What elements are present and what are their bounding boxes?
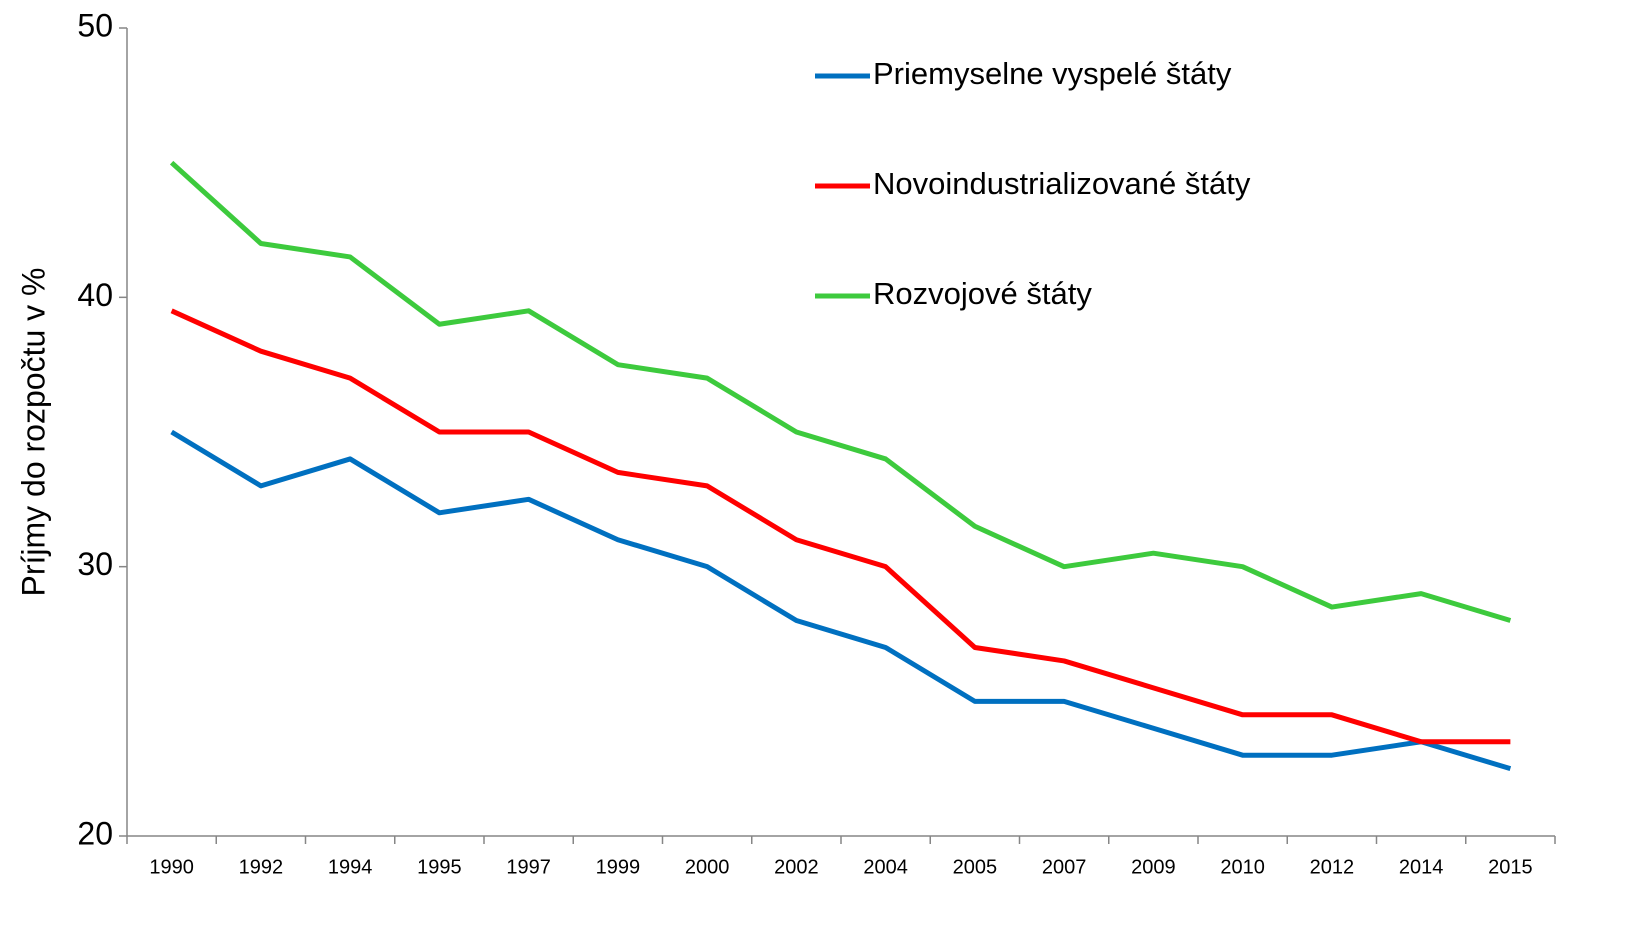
x-tick-label: 2012 (1310, 856, 1355, 878)
x-tick-label: 2004 (863, 856, 908, 878)
x-tick-label: 1990 (149, 856, 194, 878)
x-tick-label: 2015 (1488, 856, 1533, 878)
legend-label: Rozvojové štáty (873, 276, 1092, 311)
series-line (170, 429, 1512, 772)
x-tick-label: 1994 (328, 856, 373, 878)
x-tick-label: 1997 (506, 856, 551, 878)
x-tick-label: 1992 (239, 856, 284, 878)
x-tick-label: 1995 (417, 856, 462, 878)
x-tick-label: 1999 (596, 856, 641, 878)
y-tick-label: 40 (77, 277, 113, 313)
y-tick-label: 20 (77, 815, 113, 851)
series-line (170, 308, 1511, 745)
x-tick-label: 2010 (1220, 856, 1265, 878)
y-axis-label: Príjmy do rozpočtu v % (15, 268, 51, 597)
x-tick-label: 2009 (1131, 856, 1176, 878)
x-tick-label: 2002 (774, 856, 819, 878)
series-line (169, 160, 1512, 623)
y-tick-label: 50 (77, 7, 113, 43)
legend-label: Novoindustrializované štáty (873, 166, 1251, 201)
y-tick-label: 30 (77, 546, 113, 582)
x-tick-label: 2000 (685, 856, 730, 878)
x-tick-label: 2014 (1399, 856, 1444, 878)
legend-label: Priemyselne vyspelé štáty (873, 56, 1232, 91)
x-tick-label: 2007 (1042, 856, 1087, 878)
x-tick-label: 2005 (953, 856, 998, 878)
